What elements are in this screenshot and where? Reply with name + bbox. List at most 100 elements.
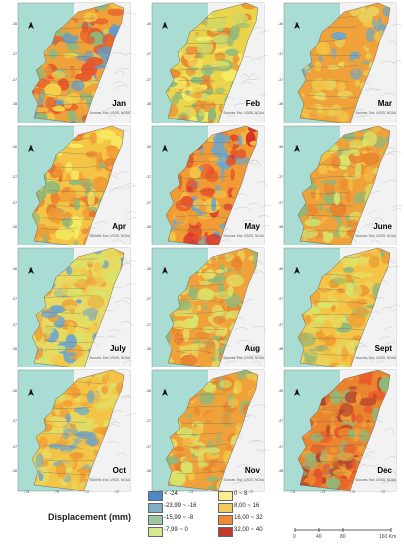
latitude-tick: -38 bbox=[12, 225, 18, 229]
map-source-credit: Sources: Esri, USGS, NOAA bbox=[89, 111, 130, 115]
legend-swatch bbox=[218, 515, 233, 525]
latitude-tick: -37 bbox=[146, 201, 152, 205]
latitude-tick: -38 bbox=[12, 469, 18, 473]
latitude-tick: -37 bbox=[278, 175, 284, 179]
latitude-tick: -37 bbox=[12, 52, 18, 56]
latitude-tick: -36 bbox=[12, 389, 18, 393]
map-panel-oct: N -73 -73 -72 -72 -36 -37 -37 -38 Sources: Esri, … bbox=[12, 367, 136, 494]
latitude-tick: -36 bbox=[146, 389, 152, 393]
scale-bar: 0 40 80 160 Km bbox=[293, 526, 396, 546]
north-arrow-icon: N bbox=[294, 389, 300, 396]
study-area-outline bbox=[165, 2, 259, 125]
latitude-tick: -37 bbox=[278, 323, 284, 327]
latitude-tick: -37 bbox=[146, 445, 152, 449]
longitude-tick: -72 bbox=[248, 490, 254, 494]
latitude-tick: -36 bbox=[278, 389, 284, 393]
legend-swatch bbox=[148, 515, 163, 525]
north-arrow-icon: N bbox=[294, 267, 300, 274]
latitude-tick: -37 bbox=[278, 419, 284, 423]
latitude-tick: -36 bbox=[146, 22, 152, 26]
latitude-tick: -36 bbox=[278, 267, 284, 271]
latitude-tick: -37 bbox=[12, 78, 18, 82]
latitude-tick: -37 bbox=[278, 78, 284, 82]
legend-swatch bbox=[218, 503, 233, 513]
north-arrow-icon: N bbox=[294, 145, 300, 152]
latitude-tick: -38 bbox=[278, 225, 284, 229]
scale-label-0: 0 bbox=[293, 534, 296, 540]
longitude-tick: -73 bbox=[24, 490, 30, 494]
legend-label: < -24 bbox=[164, 491, 178, 497]
legend-label: -7,99 ~ 0 bbox=[164, 527, 188, 533]
latitude-tick: -38 bbox=[146, 347, 152, 351]
latitude-tick: -37 bbox=[146, 52, 152, 56]
study-area-outline bbox=[31, 2, 125, 125]
legend-swatch bbox=[148, 491, 163, 501]
north-arrow-icon: N bbox=[162, 145, 168, 152]
latitude-tick: -38 bbox=[12, 102, 18, 106]
scale-label-40: 40 bbox=[316, 534, 322, 540]
map-source-credit: Sources: Esri, USGS, NOAA bbox=[355, 234, 396, 238]
latitude-tick: -38 bbox=[278, 469, 284, 473]
month-label: Mar bbox=[377, 99, 392, 108]
latitude-tick: -37 bbox=[12, 201, 18, 205]
latitude-tick: -37 bbox=[278, 52, 284, 56]
legend-label: 32,00 ~ 40 bbox=[234, 527, 263, 533]
month-label: Oct bbox=[112, 466, 126, 475]
latitude-tick: -38 bbox=[278, 347, 284, 351]
study-area-outline bbox=[297, 2, 391, 125]
latitude-tick: -36 bbox=[278, 22, 284, 26]
legend-swatch bbox=[148, 503, 163, 513]
latitude-tick: -37 bbox=[12, 419, 18, 423]
latitude-tick: -36 bbox=[12, 267, 18, 271]
longitude-tick: -72 bbox=[114, 490, 120, 494]
month-label: Apr bbox=[112, 222, 126, 231]
longitude-tick: -72 bbox=[84, 490, 90, 494]
latitude-tick: -37 bbox=[12, 175, 18, 179]
legend-label: 0 ~ 8 bbox=[234, 491, 248, 497]
north-arrow-icon: N bbox=[28, 267, 34, 274]
latitude-tick: -37 bbox=[146, 297, 152, 301]
legend-title: Displacement (mm) bbox=[48, 512, 132, 522]
north-arrow-icon: N bbox=[162, 22, 168, 29]
latitude-tick: -38 bbox=[146, 102, 152, 106]
map-source-credit: Sources: Esri, USGS, NOAA bbox=[355, 356, 396, 360]
latitude-tick: -38 bbox=[146, 225, 152, 229]
scale-label-80: 80 bbox=[340, 534, 346, 540]
map-source-credit: Sources: Esri, USGS, NOAA bbox=[89, 478, 130, 482]
study-area-outline bbox=[165, 247, 259, 370]
study-area-outline bbox=[297, 125, 391, 248]
longitude-tick: -73 bbox=[290, 490, 296, 494]
map-source-credit: Sources: Esri, USGS, NOAA bbox=[223, 478, 264, 482]
latitude-tick: -36 bbox=[146, 145, 152, 149]
map-panel-dec: N -73 -73 -72 -72 -36 -37 -37 -38 Sources: Esri, … bbox=[278, 367, 402, 494]
map-source-credit: Sources: Esri, USGS, NOAA bbox=[355, 478, 396, 482]
map-source-credit: Sources: Esri, USGS, NOAA bbox=[89, 356, 130, 360]
latitude-tick: -36 bbox=[146, 267, 152, 271]
longitude-tick: -72 bbox=[380, 490, 386, 494]
map-source-credit: Sources: Esri, USGS, NOAA bbox=[223, 234, 264, 238]
legend-swatch bbox=[218, 527, 233, 537]
legend-label: -15,99 ~ -8 bbox=[164, 515, 194, 521]
study-area-outline bbox=[31, 125, 125, 248]
study-area-outline bbox=[165, 125, 259, 248]
latitude-tick: -38 bbox=[146, 469, 152, 473]
longitude-tick: -73 bbox=[54, 490, 60, 494]
month-label: Dec bbox=[377, 466, 392, 475]
north-arrow-icon: N bbox=[162, 389, 168, 396]
latitude-tick: -37 bbox=[12, 323, 18, 327]
month-label: June bbox=[373, 222, 392, 231]
study-area-outline bbox=[165, 369, 259, 492]
latitude-tick: -37 bbox=[146, 175, 152, 179]
map-source-credit: Sources: Esri, USGS, NOAA bbox=[89, 234, 130, 238]
legend-label: -23,99 ~ -16 bbox=[164, 503, 197, 509]
north-arrow-icon: N bbox=[28, 22, 34, 29]
latitude-tick: -38 bbox=[278, 102, 284, 106]
latitude-tick: -37 bbox=[12, 445, 18, 449]
